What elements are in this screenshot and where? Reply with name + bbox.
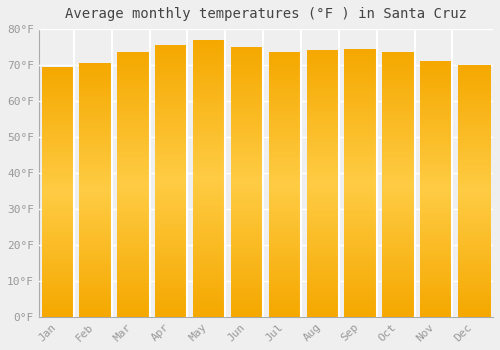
Title: Average monthly temperatures (°F ) in Santa Cruz: Average monthly temperatures (°F ) in Sa… bbox=[65, 7, 467, 21]
